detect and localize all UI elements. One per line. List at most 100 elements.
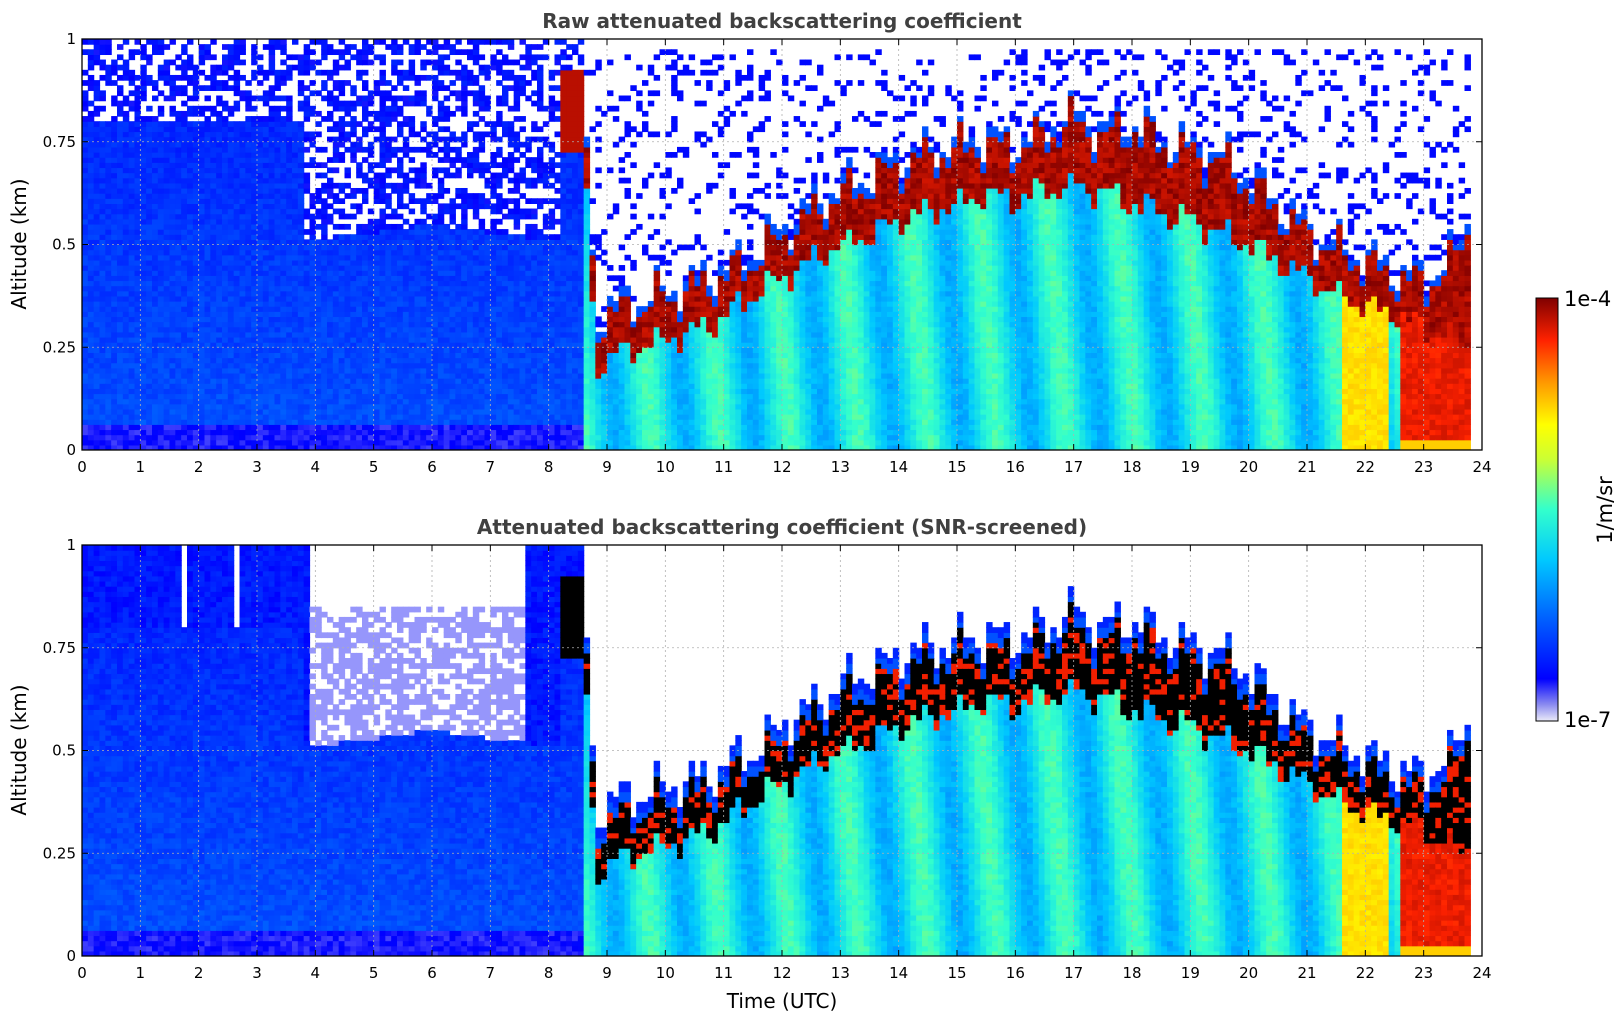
heatmap-cell bbox=[210, 198, 217, 204]
heatmap-cell bbox=[187, 434, 194, 441]
heatmap-cell bbox=[117, 249, 124, 256]
heatmap-cell bbox=[280, 203, 287, 210]
heatmap-cell bbox=[362, 254, 369, 261]
heatmap-cell bbox=[426, 146, 433, 153]
heatmap-cell bbox=[432, 419, 439, 425]
heatmap-cell bbox=[216, 326, 223, 333]
heatmap-cell bbox=[321, 213, 328, 220]
heatmap-cell bbox=[146, 74, 153, 81]
heatmap-cell bbox=[397, 244, 404, 251]
heatmap-cell bbox=[402, 270, 410, 276]
heatmap-cell bbox=[210, 69, 217, 76]
heatmap-cell bbox=[292, 152, 299, 158]
heatmap-cell bbox=[332, 275, 340, 282]
heatmap-cell bbox=[327, 398, 334, 405]
heatmap-cell bbox=[87, 367, 95, 374]
heatmap-cell bbox=[443, 280, 451, 287]
heatmap-cell bbox=[437, 367, 445, 374]
heatmap-cell bbox=[274, 167, 281, 174]
heatmap-cell bbox=[93, 342, 101, 348]
heatmap-cell bbox=[402, 69, 410, 76]
heatmap-cell bbox=[356, 347, 363, 353]
heatmap-cell bbox=[181, 362, 188, 369]
heatmap-cell bbox=[140, 444, 147, 450]
heatmap-cell bbox=[315, 372, 322, 379]
heatmap-cell bbox=[303, 357, 311, 364]
heatmap-cell bbox=[245, 419, 252, 425]
heatmap-cell bbox=[362, 290, 369, 297]
heatmap-cell bbox=[157, 259, 165, 266]
heatmap-cell bbox=[257, 321, 264, 328]
heatmap-cell bbox=[414, 326, 421, 333]
panel-raw: Raw attenuated backscattering coefficien… bbox=[7, 9, 1492, 476]
heatmap-cell bbox=[414, 295, 421, 302]
heatmap-cell bbox=[105, 244, 112, 251]
heatmap-cell bbox=[391, 105, 398, 112]
heatmap-cell bbox=[467, 362, 474, 369]
heatmap-cell bbox=[87, 265, 95, 271]
heatmap-cell bbox=[187, 157, 194, 163]
heatmap-cell bbox=[297, 198, 305, 204]
heatmap-cell bbox=[385, 419, 392, 425]
heatmap-cell bbox=[122, 203, 130, 210]
heatmap-cell bbox=[210, 290, 217, 297]
heatmap-cell bbox=[338, 434, 346, 441]
heatmap-cell bbox=[315, 110, 322, 117]
heatmap-cell bbox=[490, 372, 497, 379]
heatmap-cell bbox=[152, 182, 159, 189]
heatmap-cell bbox=[426, 234, 433, 240]
heatmap-cell bbox=[362, 280, 369, 287]
heatmap-cell bbox=[268, 177, 276, 184]
heatmap-cell bbox=[414, 49, 421, 56]
heatmap-cell bbox=[432, 372, 439, 379]
heatmap-cell bbox=[408, 208, 416, 215]
heatmap-cell bbox=[292, 259, 299, 266]
heatmap-cell bbox=[257, 419, 264, 425]
heatmap-cell bbox=[105, 408, 112, 415]
heatmap-cell bbox=[426, 285, 433, 292]
heatmap-cell bbox=[338, 398, 346, 405]
heatmap-cell bbox=[286, 398, 293, 405]
heatmap-cell bbox=[192, 234, 200, 240]
heatmap-cell bbox=[397, 408, 404, 415]
heatmap-cell bbox=[117, 347, 124, 353]
heatmap-cell bbox=[122, 254, 130, 261]
heatmap-cell bbox=[152, 434, 159, 441]
heatmap-cell bbox=[233, 167, 241, 174]
heatmap-cell bbox=[315, 59, 322, 66]
heatmap-cell bbox=[152, 187, 159, 194]
heatmap-cell bbox=[356, 59, 363, 66]
heatmap-cell bbox=[443, 105, 451, 112]
heatmap-cell bbox=[402, 182, 410, 189]
heatmap-cell bbox=[146, 306, 153, 312]
heatmap-cell bbox=[502, 229, 509, 235]
heatmap-cell bbox=[227, 270, 235, 276]
heatmap-cell bbox=[408, 290, 416, 297]
heatmap-cell bbox=[222, 265, 229, 271]
heatmap-cell bbox=[251, 444, 258, 450]
heatmap-cell bbox=[292, 239, 299, 246]
heatmap-cell bbox=[297, 290, 305, 297]
heatmap-cell bbox=[414, 301, 421, 307]
heatmap-cell bbox=[467, 408, 474, 415]
heatmap-cell bbox=[117, 439, 124, 446]
heatmap-cell bbox=[280, 311, 287, 318]
heatmap-cell bbox=[391, 439, 398, 446]
heatmap-cell bbox=[373, 383, 381, 389]
heatmap-cell bbox=[152, 157, 159, 163]
heatmap-cell bbox=[257, 398, 264, 405]
heatmap-cell bbox=[373, 403, 381, 410]
heatmap-cell bbox=[198, 265, 206, 271]
heatmap-cell bbox=[222, 331, 229, 338]
heatmap-cell bbox=[245, 131, 252, 138]
heatmap-cell bbox=[496, 367, 503, 374]
heatmap-cell bbox=[449, 285, 456, 292]
heatmap-cell bbox=[420, 234, 427, 240]
heatmap-cell bbox=[496, 444, 503, 450]
heatmap-cell bbox=[187, 439, 194, 446]
heatmap-cell bbox=[163, 290, 171, 297]
heatmap-cell bbox=[502, 131, 509, 138]
heatmap-cell bbox=[239, 331, 246, 338]
heatmap-cell bbox=[321, 331, 328, 338]
